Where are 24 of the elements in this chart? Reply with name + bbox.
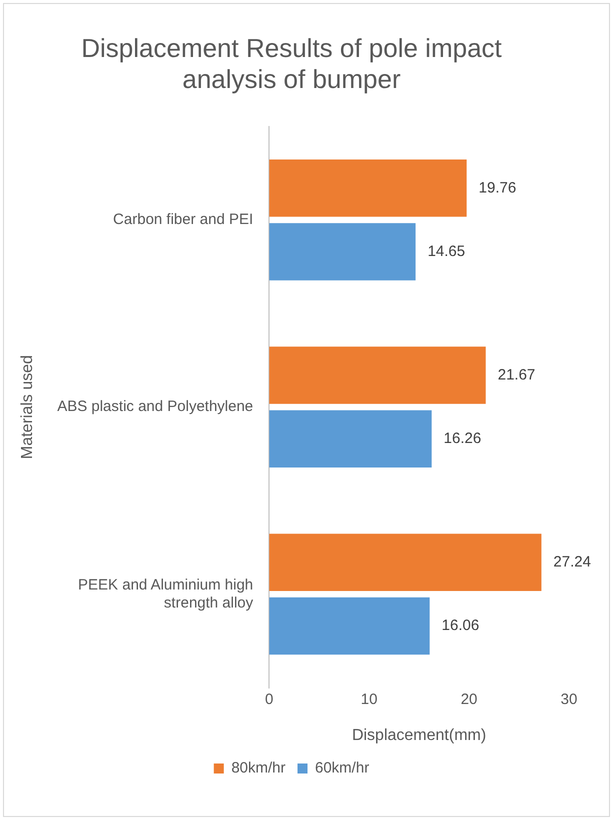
x-tick-label: 10 xyxy=(360,690,378,708)
bar xyxy=(269,346,486,404)
data-label: 27.24 xyxy=(553,554,591,571)
bar xyxy=(269,223,416,280)
data-label: 16.26 xyxy=(444,430,482,448)
y-tick-label: Carbon fiber and PEI xyxy=(113,211,254,228)
legend-label: 80km/hr xyxy=(231,760,286,777)
data-label: 21.67 xyxy=(498,366,536,384)
x-tick-label: 30 xyxy=(560,690,578,708)
data-label: 14.65 xyxy=(428,242,466,260)
y-tick-label: ABS plastic and Polyethylene xyxy=(57,398,254,416)
data-label: 19.76 xyxy=(478,179,516,196)
y-axis-title: Materials used xyxy=(19,355,36,460)
y-tick-label: PEEK and Aluminium high strength alloy xyxy=(78,576,254,612)
data-label: 16.06 xyxy=(442,617,480,634)
bar xyxy=(269,160,467,217)
bar xyxy=(269,534,542,592)
x-tick-label: 20 xyxy=(460,690,478,708)
legend-label: 60km/hr xyxy=(315,760,370,777)
x-tick-label: 0 xyxy=(264,690,274,708)
chart-title: Displacement Results of pole impact analysis of bumper xyxy=(81,32,503,94)
x-axis-title: Displacement(mm) xyxy=(352,726,486,744)
bar xyxy=(269,410,432,468)
bar xyxy=(269,597,430,655)
